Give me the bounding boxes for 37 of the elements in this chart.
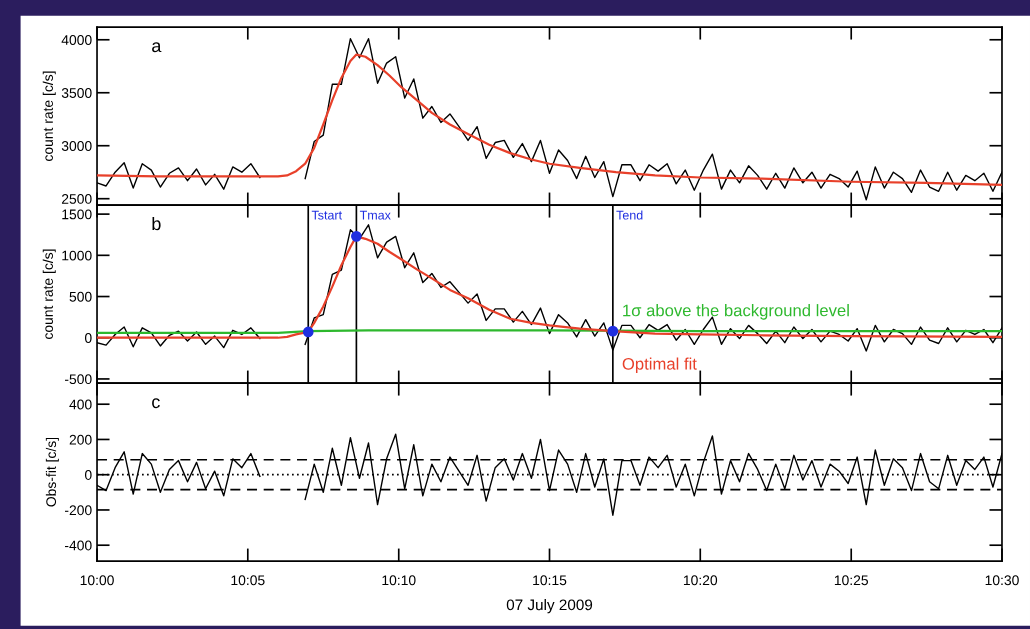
y-axis-title: count rate [c/s] bbox=[42, 71, 56, 161]
y-axis-title: count rate [c/s] bbox=[42, 249, 56, 340]
y-tick-label: 3500 bbox=[61, 88, 92, 98]
annotation: a bbox=[152, 42, 162, 53]
y-tick-label: -400 bbox=[64, 540, 92, 551]
y-tick-label: 4000 bbox=[61, 35, 92, 45]
y-tick-label: 3000 bbox=[61, 141, 92, 151]
x-tick-label: 10:15 bbox=[533, 575, 567, 586]
y-tick-label: 200 bbox=[69, 434, 92, 445]
y-axis-title: Obs-fit [c/s] bbox=[45, 437, 59, 507]
series-label: 1σ above the background level bbox=[623, 304, 849, 320]
point bbox=[607, 325, 619, 337]
y-tick-label: 500 bbox=[69, 291, 92, 302]
annotation: b bbox=[152, 216, 161, 231]
x-tick-label: 10:00 bbox=[80, 575, 114, 586]
x-tick-label: 10:25 bbox=[834, 575, 869, 586]
series-label: Optimal fit bbox=[622, 357, 697, 374]
point bbox=[351, 231, 362, 242]
ref-line-label: Tstart bbox=[311, 210, 342, 220]
y-tick-label: 0 bbox=[84, 470, 92, 480]
x-tick-label: 10:20 bbox=[683, 575, 718, 586]
line-series bbox=[97, 53, 1002, 187]
y-tick-label: -200 bbox=[64, 505, 92, 516]
y-tick-label: 0 bbox=[84, 333, 92, 343]
ref-line-label: Tend bbox=[616, 210, 643, 220]
x-axis-title: 07 July 2009 bbox=[506, 599, 593, 614]
x-tick-label: 10:05 bbox=[231, 575, 265, 586]
y-tick-label: 1000 bbox=[62, 250, 92, 261]
y-tick-label: -500 bbox=[64, 374, 92, 385]
annotation: c bbox=[152, 398, 160, 409]
point bbox=[302, 326, 314, 338]
y-tick-label: 400 bbox=[69, 399, 92, 410]
y-tick-label: 2500 bbox=[61, 194, 92, 204]
y-tick-label: 1500 bbox=[62, 209, 92, 220]
ref-line-label: Tmax bbox=[359, 210, 391, 220]
x-tick-label: 10:10 bbox=[382, 575, 416, 586]
x-tick-label: 10:30 bbox=[985, 575, 1019, 586]
